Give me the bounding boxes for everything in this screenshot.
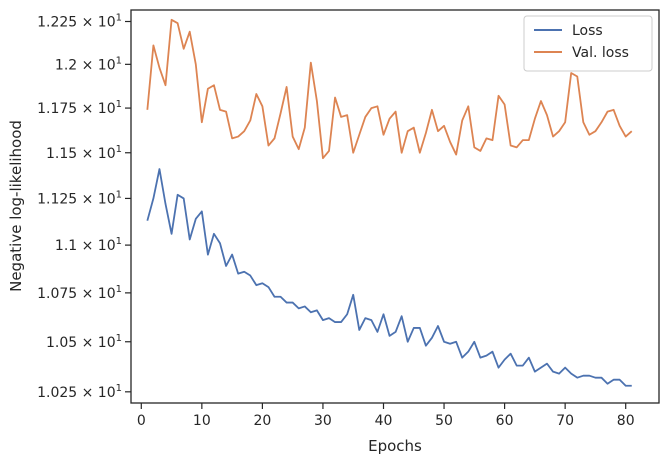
y-tick-label: 1.075 × 101 xyxy=(37,284,122,302)
x-axis-label: Epochs xyxy=(368,437,422,455)
y-tick-label: 1.125 × 101 xyxy=(37,189,122,207)
legend: Loss Val. loss xyxy=(523,15,653,72)
x-tick-label: 80 xyxy=(617,413,635,429)
series-line-val-loss xyxy=(146,18,633,160)
series-line-loss xyxy=(146,168,632,387)
y-tick-label: 1.175 × 101 xyxy=(37,99,122,117)
plot-frame xyxy=(130,9,660,404)
x-tick-label: 60 xyxy=(496,413,514,429)
legend-label-val-loss: Val. loss xyxy=(572,45,629,61)
legend-label-loss: Loss xyxy=(572,23,603,39)
y-tick-label: 1.05 × 101 xyxy=(46,333,122,351)
x-axis: 0 10 20 30 40 50 60 70 80 xyxy=(137,403,635,429)
x-tick-label: 70 xyxy=(556,413,574,429)
x-tick-label: 40 xyxy=(375,413,393,429)
x-tick-label: 10 xyxy=(193,413,211,429)
x-tick-label: 20 xyxy=(253,413,271,429)
x-tick-label: 0 xyxy=(137,413,146,429)
plot-lines xyxy=(146,18,633,387)
y-axis-label: Negative log-likelihood xyxy=(7,120,25,292)
y-axis: 1.025 × 101 1.05 × 101 1.075 × 101 1.1 × 10… xyxy=(37,13,131,401)
y-tick-label: 1.225 × 101 xyxy=(37,13,122,31)
y-tick-label: 1.2 × 101 xyxy=(55,55,122,73)
x-tick-label: 50 xyxy=(435,413,453,429)
y-tick-label: 1.15 × 101 xyxy=(46,144,122,162)
x-tick-label: 30 xyxy=(314,413,332,429)
y-tick-label: 1.025 × 101 xyxy=(37,383,122,401)
y-tick-label: 1.1 × 101 xyxy=(55,236,122,254)
